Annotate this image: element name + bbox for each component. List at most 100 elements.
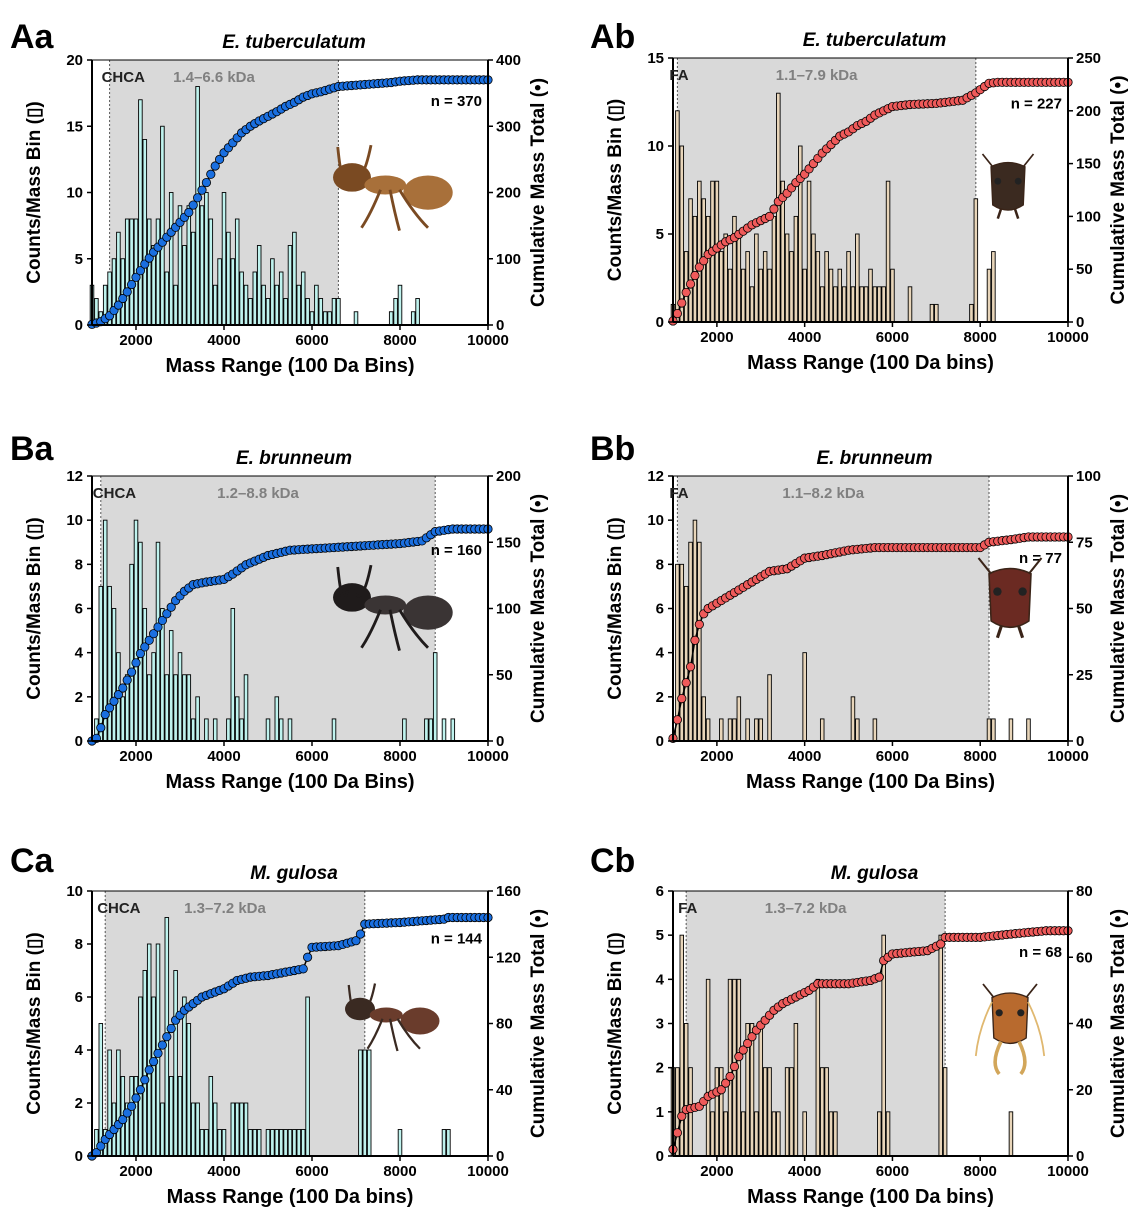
y2-tick-label: 0 [1076, 733, 1084, 750]
bar [938, 934, 943, 1157]
bar [182, 245, 187, 326]
bar [723, 1111, 728, 1157]
cumulative-point [677, 298, 687, 308]
bar [784, 1067, 790, 1157]
cumulative-point [681, 287, 691, 298]
ant-head-shape [990, 161, 1026, 211]
bar [749, 286, 755, 323]
matrix-label: CHCA [93, 485, 136, 502]
bar [129, 563, 134, 742]
bar [155, 218, 161, 326]
bar [199, 205, 205, 326]
x-tick-label: 6000 [876, 748, 909, 765]
x-axis-label: Mass Range (100 Da bins) [747, 352, 994, 374]
x-tick-label: 8000 [383, 332, 416, 349]
cumulative-point [96, 723, 106, 733]
cumulative-point [140, 1075, 150, 1085]
y2-tick-label: 150 [496, 534, 521, 551]
bar [173, 970, 178, 1157]
y2-tick-label: 200 [1076, 103, 1101, 120]
ant-leg [398, 609, 430, 649]
y-tick-label: 4 [75, 645, 84, 662]
bar [151, 996, 156, 1157]
n-label: n = 227 [1011, 95, 1062, 112]
y2-tick-label: 300 [496, 118, 521, 135]
bar [767, 268, 772, 323]
ant-leg [336, 146, 349, 180]
y2-tick-label: 20 [1076, 1082, 1093, 1099]
cumulative-point [157, 1040, 167, 1050]
cumulative-point [206, 169, 216, 179]
cumulative-point [118, 1114, 128, 1125]
bar [116, 1049, 121, 1157]
y2-tick-label: 0 [1076, 1148, 1084, 1165]
y-tick-label: 8 [656, 556, 664, 573]
bar [441, 718, 447, 742]
bar [802, 1111, 807, 1157]
bar [287, 718, 293, 742]
bar [230, 258, 236, 326]
bar [705, 718, 711, 742]
bar [239, 718, 244, 742]
bar [221, 192, 227, 326]
y2-tick-label: 0 [1076, 314, 1084, 331]
panel-title: E. brunneum [236, 448, 352, 469]
y-tick-label: 0 [75, 1148, 83, 1165]
y-tick-label: 20 [66, 52, 83, 69]
y-tick-label: 0 [75, 317, 83, 334]
y-tick-label: 10 [647, 512, 664, 529]
ant-leg [388, 1018, 399, 1052]
bar [204, 192, 209, 326]
y2-tick-label: 50 [1076, 261, 1093, 278]
panel-title: M. gulosa [250, 863, 338, 884]
bar [248, 1129, 253, 1157]
bar [243, 1102, 249, 1157]
y-tick-label: 0 [656, 733, 664, 750]
cumulative-point [153, 622, 163, 632]
y-tick-label: 2 [75, 689, 83, 706]
x-tick-label: 4000 [788, 329, 821, 346]
ant-leg [350, 564, 373, 598]
bar [230, 608, 236, 742]
bar [859, 286, 864, 323]
bar [146, 218, 152, 326]
bar [754, 718, 759, 742]
bar [314, 284, 319, 326]
x-axis-label: Mass Range (100 Da Bins) [166, 771, 415, 793]
bar [762, 1067, 768, 1157]
bar [877, 1111, 882, 1157]
y2-tick-label: 150 [1076, 156, 1101, 173]
cumulative-point [681, 678, 691, 688]
bar [248, 298, 253, 326]
ant-leg [396, 1018, 421, 1050]
bar [415, 298, 420, 326]
bar [164, 271, 170, 326]
x-tick-label: 8000 [383, 1163, 416, 1180]
y-tick-label: 4 [75, 1042, 84, 1059]
bar [758, 718, 764, 742]
panel-letter: Ab [590, 18, 635, 56]
bar [727, 718, 733, 742]
y-tick-label: 8 [75, 556, 83, 573]
bar [327, 311, 332, 326]
bar [819, 718, 825, 742]
matrix-label: CHCA [97, 900, 140, 917]
cumulative-point [747, 1032, 757, 1042]
y-tick-label: 6 [656, 883, 664, 900]
bar [432, 652, 438, 742]
bar [353, 311, 359, 326]
bar [190, 231, 196, 326]
x-tick-label: 6000 [876, 1163, 909, 1180]
bar [173, 284, 178, 326]
bar [745, 251, 750, 323]
bar [274, 696, 280, 742]
y-axis-label: Counts/Mass Bin (▯) [605, 517, 626, 700]
y-axis-label: Counts/Mass Bin (▯) [605, 932, 626, 1115]
bar [177, 1076, 183, 1157]
range-label: 1.1–7.9 kDa [776, 67, 858, 84]
bar [850, 696, 856, 742]
cumulative-point [734, 1052, 744, 1062]
bar [138, 541, 143, 742]
ant-gaster [400, 1007, 440, 1035]
